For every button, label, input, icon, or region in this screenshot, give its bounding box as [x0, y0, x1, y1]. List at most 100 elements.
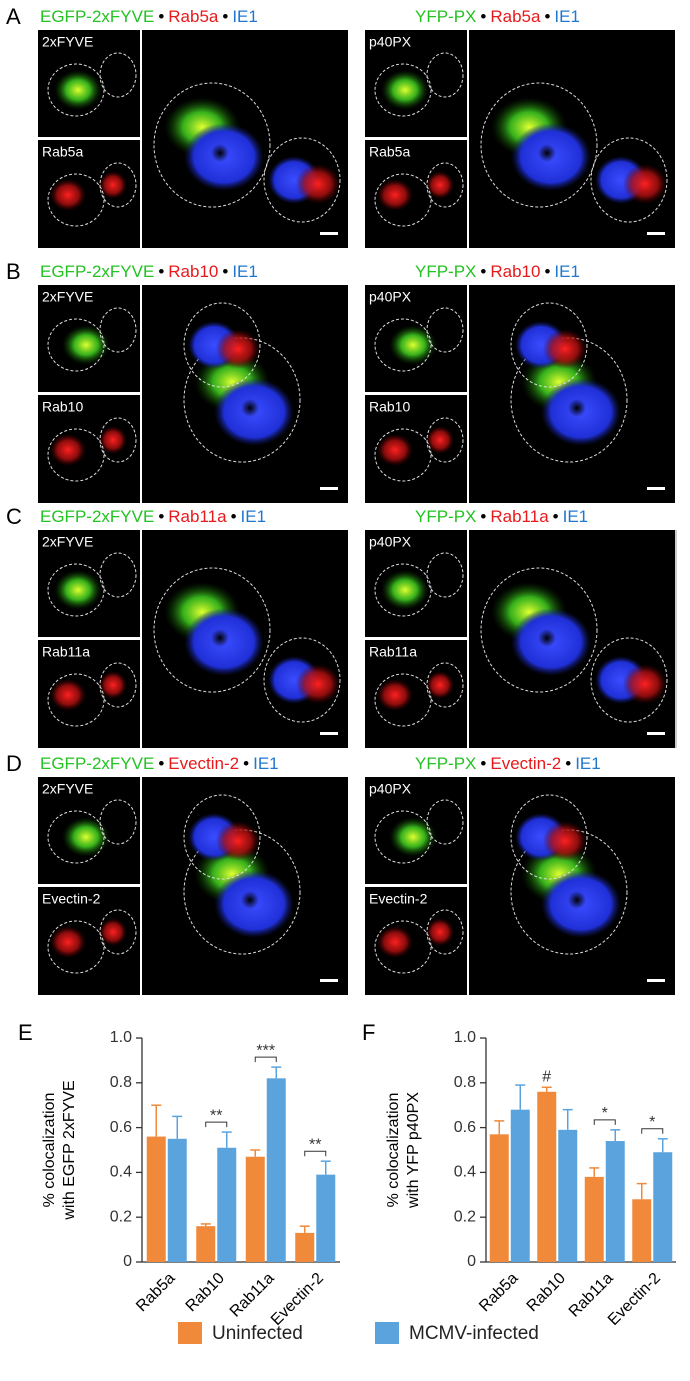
error-bar	[250, 1149, 261, 1157]
title-segment: IE1	[554, 262, 580, 281]
y-tick-label: 0.8	[110, 1074, 132, 1091]
cell-outline	[374, 318, 432, 372]
inset-label: Rab5a	[369, 144, 410, 160]
significance-bracket	[254, 1056, 277, 1063]
cell-outline	[374, 673, 432, 727]
y-tick-label: 1.0	[110, 1029, 132, 1046]
signal	[426, 918, 454, 946]
cell-outline	[374, 810, 432, 864]
signal	[50, 926, 86, 958]
cell-outline	[47, 63, 105, 117]
title-segment: YFP-PX	[415, 262, 476, 281]
cell-outline	[426, 162, 464, 208]
cell-outline	[153, 567, 271, 693]
error-bar	[541, 1086, 552, 1092]
title-segment: •	[553, 507, 559, 526]
inset-label: Evectin-2	[42, 891, 101, 907]
cell-outline	[426, 909, 464, 955]
panel-label: D	[6, 751, 22, 776]
panel-label: A	[6, 4, 21, 29]
significance-mark: **	[210, 1107, 222, 1124]
error-bar	[151, 1104, 162, 1137]
y-tick-label: 0.2	[110, 1208, 132, 1225]
significance-mark: ***	[256, 1042, 275, 1059]
cell-outline	[99, 307, 137, 353]
significance-bracket	[641, 1128, 664, 1134]
bar	[146, 1136, 166, 1262]
signal	[216, 821, 260, 861]
signal	[211, 144, 229, 162]
signal	[50, 179, 86, 211]
cell-outline	[374, 173, 432, 227]
cell-outline	[426, 662, 464, 708]
bar	[558, 1129, 578, 1262]
scale-bar	[647, 232, 665, 235]
error-bar	[610, 1129, 621, 1142]
error-bar	[271, 1066, 282, 1079]
cell-outline	[153, 82, 271, 208]
x-tick-label: Evectin-2	[268, 1270, 327, 1329]
error-bar	[320, 1160, 331, 1175]
y-tick-label: 0.6	[110, 1119, 132, 1136]
signal	[241, 399, 259, 417]
signal	[62, 325, 110, 365]
cell-outline	[374, 920, 432, 974]
inset-label: p40PX	[369, 34, 412, 50]
cell-outline	[263, 637, 341, 723]
error-bar	[657, 1138, 668, 1153]
cell-outline	[99, 52, 137, 98]
inset-label: Evectin-2	[369, 891, 428, 907]
bar	[489, 1134, 509, 1262]
bar	[584, 1176, 604, 1262]
signal	[568, 399, 586, 417]
signal	[62, 817, 110, 857]
title-segment: Evectin-2	[168, 754, 239, 773]
y-axis-label: with EGFP 2xFYVE	[61, 1080, 78, 1220]
panel-label: E	[18, 1020, 33, 1045]
inset-label: p40PX	[369, 289, 412, 305]
title-segment: EGFP-2xFYVE	[40, 262, 154, 281]
cell-outline	[47, 563, 105, 617]
error-bar	[515, 1084, 526, 1110]
signal	[50, 679, 86, 711]
cell-outline	[47, 428, 105, 482]
scale-bar	[320, 979, 338, 982]
inset-label: 2xFYVE	[42, 534, 93, 550]
title-segment: YFP-PX	[415, 507, 476, 526]
bar	[537, 1091, 557, 1262]
signal	[99, 918, 127, 946]
significance-mark: *	[649, 1114, 655, 1131]
y-axis-label: % colocalization	[41, 1093, 58, 1208]
error-bar	[589, 1167, 600, 1177]
y-axis-label: % colocalization	[385, 1093, 402, 1208]
inset-label: Rab5a	[42, 144, 83, 160]
cell-outline	[480, 567, 598, 693]
panel-title: EGFP-2xFYVE • Rab11a • IE1	[40, 507, 266, 526]
signal	[211, 629, 229, 647]
cell-outline	[590, 637, 668, 723]
title-segment: •	[480, 754, 486, 773]
legend-label: Uninfected	[212, 1323, 303, 1344]
title-segment: Rab5a	[168, 7, 219, 26]
significance-bracket	[205, 1121, 228, 1128]
title-segment: •	[158, 507, 164, 526]
scale-bar	[647, 732, 665, 735]
panel-title: YFP-PX • Rab5a • IE1	[415, 7, 580, 26]
panel-title: YFP-PX • Evectin-2 • IE1	[415, 754, 601, 773]
bar	[245, 1156, 265, 1262]
significance-mark: *	[602, 1105, 608, 1122]
cell-outline	[426, 552, 464, 598]
cell-outline	[263, 137, 341, 223]
bar	[217, 1147, 237, 1262]
title-segment: IE1	[241, 507, 267, 526]
signal	[377, 434, 413, 466]
cell-outline	[426, 799, 464, 845]
title-segment: •	[544, 7, 550, 26]
legend-swatch	[375, 1322, 399, 1344]
inset-label: Rab10	[369, 399, 410, 415]
panel-title: YFP-PX • Rab11a • IE1	[415, 507, 588, 526]
signal	[623, 164, 667, 204]
inset-label: Rab11a	[42, 644, 90, 660]
cell-outline	[374, 563, 432, 617]
scale-bar	[320, 732, 338, 735]
